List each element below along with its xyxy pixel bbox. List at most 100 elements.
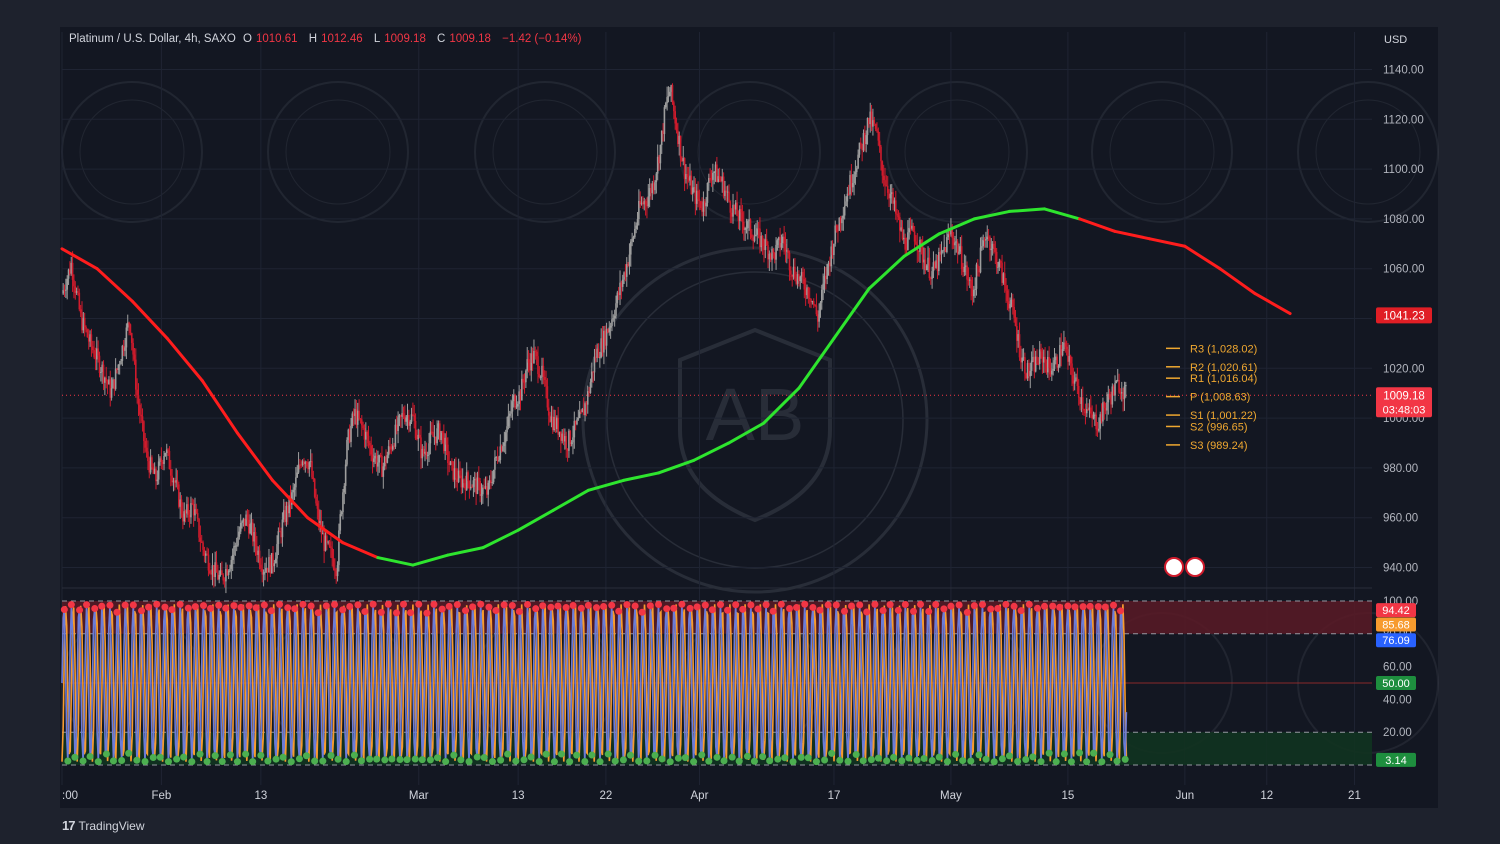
time-tick-label: 15 [1061, 790, 1074, 802]
candle-body [203, 549, 206, 556]
candle-body [708, 177, 710, 183]
candle-body [1003, 273, 1006, 286]
time-axis[interactable]: :00 Feb 13 Mar 13 22 Apr 17 May 15 Jun 12 21 [62, 790, 1361, 802]
oversold-dot [781, 754, 789, 762]
candle-body [865, 135, 867, 145]
oversold-dot [674, 754, 682, 762]
time-tick-label: 21 [1348, 790, 1361, 802]
open-value: O 1010.61 [243, 33, 298, 45]
candle-body [673, 102, 675, 112]
oversold-dot [705, 757, 713, 765]
overbought-dot [670, 604, 678, 612]
pivot-levels: R3 (1,028.02) R2 (1,020.61)R1 (1,016.04) P… [1166, 343, 1257, 452]
oversold-dot [418, 756, 426, 764]
overbought-dot [693, 603, 701, 611]
us-flag-icon[interactable] [1164, 557, 1184, 577]
ma-segment [516, 508, 555, 532]
candle-body [811, 300, 814, 303]
candle-body [377, 462, 379, 467]
ma-segment [867, 254, 906, 291]
candle-body [328, 541, 331, 547]
candle-body [722, 176, 725, 197]
candle-body [582, 408, 585, 416]
candle-body [675, 123, 678, 131]
oversold-dot [125, 749, 133, 757]
candle-body [208, 570, 211, 574]
price-axis[interactable]: 1140.001120.001100.001080.001060.001040.… [1376, 64, 1432, 575]
candle-body [222, 574, 225, 581]
candle-body [165, 449, 168, 453]
overbought-dot [291, 605, 299, 613]
candle-body [514, 395, 516, 408]
oversold-dot [1014, 757, 1022, 765]
candle-body [1114, 383, 1116, 396]
candle-body [933, 262, 936, 268]
candle-body [507, 415, 510, 427]
candle-body [987, 236, 990, 238]
us-flag-icon[interactable] [1185, 557, 1205, 577]
candle-body [888, 192, 890, 199]
candle-body [295, 477, 297, 488]
overbought-dot [646, 602, 654, 610]
candle-body [186, 504, 188, 514]
candle-body [800, 271, 803, 277]
candle-body [90, 334, 93, 347]
overbought-dot [113, 608, 121, 616]
ma-segment [95, 267, 134, 303]
candle-body [608, 327, 611, 333]
seal-icon [886, 81, 1028, 223]
ma-segment [727, 421, 766, 445]
candle-body [394, 424, 397, 447]
candle-body [693, 187, 695, 189]
overbought-dot [584, 601, 592, 609]
candle-body [547, 407, 550, 416]
oversold-dot [196, 750, 204, 758]
price-tick-label: 960.00 [1383, 513, 1418, 525]
candle-body [87, 337, 90, 342]
candle-body [274, 558, 277, 564]
oversold-dot [342, 758, 350, 766]
candle-body [616, 292, 619, 304]
candle-body [935, 260, 937, 268]
candle-body [308, 462, 311, 470]
candle-body [250, 522, 253, 524]
candle-body [1122, 392, 1124, 400]
candle-body [636, 219, 639, 226]
oversold-dot [71, 753, 79, 761]
overbought-dot [438, 605, 446, 613]
candle-body [609, 326, 612, 328]
oversold-dot [690, 758, 698, 766]
candle-body [452, 461, 455, 480]
oversold-dot [94, 758, 102, 766]
candle-body [767, 245, 769, 260]
oversold-dot [935, 753, 943, 761]
overbought-dot [60, 606, 68, 614]
symbol-title[interactable]: Platinum / U.S. Dollar, 4h, SAXO [69, 33, 236, 45]
candle-body [499, 446, 502, 461]
tradingview-brand[interactable]: 17 TradingView [62, 818, 145, 833]
candle-body [527, 359, 530, 363]
candle-body [893, 200, 896, 204]
oversold-dot [651, 751, 659, 759]
candle-body [764, 239, 767, 251]
stochastic-axis[interactable]: 100.0080.0060.0040.0020.0094.4285.6876.0… [1376, 596, 1418, 767]
candle-body [346, 439, 348, 465]
overbought-dot [215, 601, 223, 609]
candle-body [510, 411, 512, 414]
candle-body [284, 510, 286, 522]
candle-body [733, 204, 736, 210]
oversold-dot [373, 755, 381, 763]
candle-body [897, 215, 900, 218]
candle-body [498, 460, 500, 462]
candle-body [943, 247, 946, 251]
oversold-dot [666, 758, 674, 766]
candle-body [65, 289, 67, 291]
candle-body [257, 550, 260, 555]
candle-body [907, 232, 909, 251]
candle-body [558, 431, 561, 435]
overbought-dot [453, 601, 461, 609]
candle-body [576, 419, 578, 425]
event-flags[interactable] [1164, 557, 1205, 577]
candle-body [359, 418, 362, 420]
